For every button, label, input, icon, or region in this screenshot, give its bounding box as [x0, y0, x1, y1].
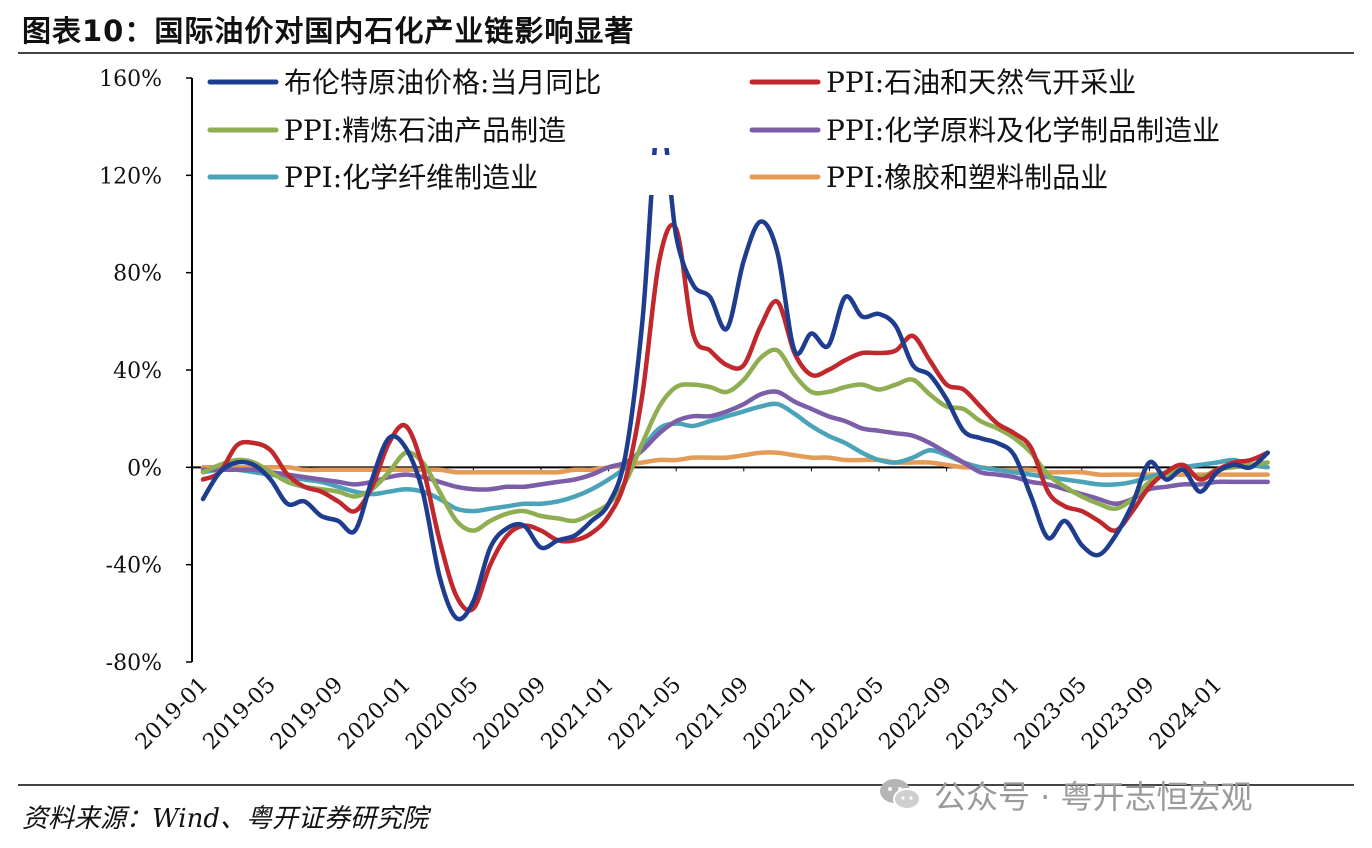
x-tick-label: 2022-09 [875, 673, 957, 755]
y-tick-label: 160% [99, 67, 162, 92]
x-tick-label: 2020-09 [469, 673, 551, 755]
y-tick-label: 120% [99, 164, 162, 189]
x-tick-label: 2023-09 [1077, 673, 1159, 755]
x-tick-label: 2022-05 [807, 673, 889, 755]
series-line-3 [200, 347, 1270, 533]
legend-entry-bg [746, 60, 1306, 100]
series-line-2 [200, 222, 1270, 613]
legend-entry-bg [746, 108, 1306, 148]
y-tick-label: -40% [106, 554, 162, 579]
source-note: 资料来源：Wind、粤开证券研究院 [22, 804, 428, 834]
y-tick-label: 80% [113, 262, 162, 287]
x-tick-label: 2019-01 [131, 673, 213, 755]
line-chart: -80%-40%0%40%80%120%160%2019-012019-0520… [99, 60, 1306, 755]
top-divider [18, 52, 1354, 54]
legend-label-3: PPI:精炼石油产品制造 [284, 114, 566, 147]
y-tick-label: 40% [113, 359, 162, 384]
bottom-divider [18, 784, 1354, 786]
series-line-1 [200, 111, 1270, 622]
chart-title: 图表10：国际油价对国内石化产业链影响显著 [22, 14, 635, 48]
x-tick-label: 2021-05 [604, 673, 686, 755]
x-tick-label: 2023-05 [1010, 673, 1092, 755]
legend-label-4: PPI:化学原料及化学制品制造业 [826, 114, 1220, 147]
x-tick-label: 2020-05 [401, 673, 483, 755]
x-tick-label: 2020-01 [334, 673, 416, 755]
wechat-icon [880, 779, 921, 810]
x-tick-label: 2023-01 [942, 673, 1024, 755]
legend-entry-bg [746, 155, 1306, 195]
legend-label-1: 布伦特原油价格:当月同比 [284, 66, 601, 99]
series-line-6 [200, 450, 1270, 478]
x-tick-label: 2022-01 [739, 673, 821, 755]
y-tick-label: -80% [106, 651, 162, 676]
x-tick-label: 2019-05 [199, 673, 281, 755]
watermark-text: 公众号 · 粤开志恒宏观 [934, 778, 1253, 816]
x-tick-label: 2021-09 [672, 673, 754, 755]
legend-entry-bg [204, 155, 674, 195]
legend-label-2: PPI:石油和天然气开采业 [826, 66, 1136, 99]
legend-label-6: PPI:橡胶和塑料制品业 [826, 161, 1108, 194]
series-layer [200, 111, 1270, 622]
y-tick-label: 0% [127, 456, 162, 481]
series-line-5 [200, 401, 1270, 514]
series-line-4 [200, 389, 1270, 507]
legend-label-5: PPI:化学纤维制造业 [284, 161, 538, 194]
watermark: 公众号 · 粤开志恒宏观 [878, 772, 1253, 818]
x-tick-label: 2021-01 [537, 673, 619, 755]
legend-entry-bg [204, 60, 674, 100]
x-tick-label: 2019-09 [266, 673, 348, 755]
x-tick-label: 2024-01 [1145, 673, 1227, 755]
legend: 布伦特原油价格:当月同比 PPI:石油和天然气开采业 PPI:精炼石油产品制造 PPI… [204, 60, 1306, 195]
legend-entry-bg [204, 108, 674, 148]
